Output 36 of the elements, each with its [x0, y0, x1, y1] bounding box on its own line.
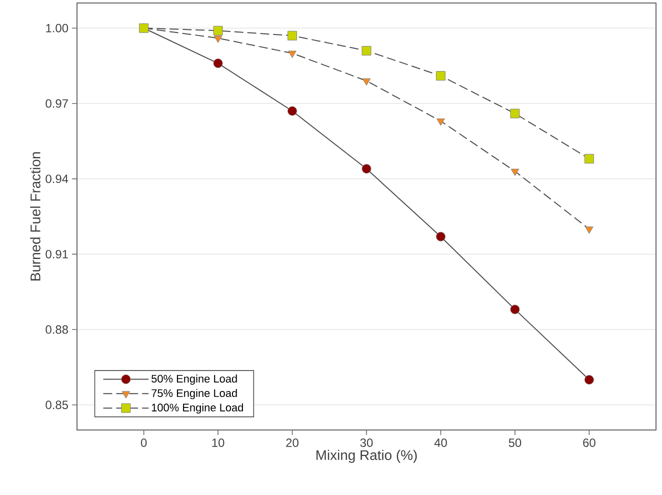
y-tick-label: 0.94: [46, 174, 68, 184]
point: [585, 226, 594, 234]
legend-label: 50% Engine Load: [152, 374, 237, 385]
point: [510, 168, 520, 176]
point: [362, 78, 371, 86]
x-tick-label: 0: [140, 438, 147, 447]
point: [584, 154, 594, 164]
point: [362, 164, 372, 174]
point: [214, 36, 222, 43]
x-tick-label: 40: [434, 438, 447, 447]
point: [436, 232, 446, 242]
legend-label: 75% Engine Load: [152, 388, 237, 400]
legend-label: 100% Engine Load: [152, 403, 243, 414]
x-tick-label: 50: [508, 438, 522, 447]
y-axis-title: Burned Fuel Fraction: [30, 152, 40, 280]
point: [510, 108, 520, 118]
x-tick-label: 60: [583, 438, 596, 447]
y-tick-label: 0.97: [46, 99, 68, 108]
point: [436, 71, 446, 81]
point: [288, 30, 298, 40]
x-tick-label: 10: [212, 438, 224, 447]
point: [362, 46, 372, 56]
x-axis-title: Mixing Ratio (%): [316, 450, 417, 463]
point: [288, 50, 296, 58]
point: [213, 26, 223, 36]
y-tick-label: 0.91: [46, 250, 68, 258]
point: [213, 58, 223, 68]
point: [584, 375, 594, 384]
point: [288, 106, 298, 116]
point: [436, 118, 445, 126]
y-tick-label: 0.85: [46, 400, 68, 410]
y-tick-label: 0.88: [46, 325, 68, 334]
x-tick-label: 30: [360, 438, 373, 447]
x-tick-label: 20: [286, 438, 298, 447]
y-tick-label: 1.00: [46, 24, 68, 32]
point: [510, 304, 520, 314]
